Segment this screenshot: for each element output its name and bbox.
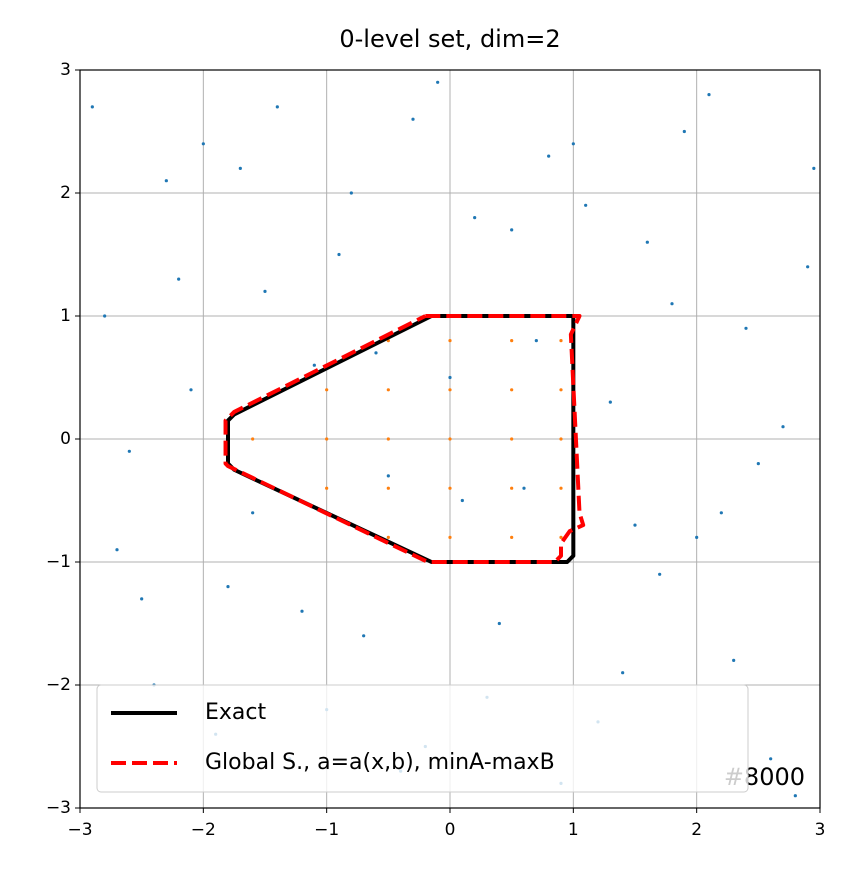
scatter-point: [349, 191, 353, 195]
scatter-point: [140, 597, 144, 601]
scatter-point: [547, 154, 551, 158]
scatter-point: [559, 437, 563, 441]
scatter-point: [325, 388, 329, 392]
scatter-point: [386, 535, 390, 540]
scatter-point: [510, 486, 514, 490]
scatter-point: [226, 585, 230, 589]
scatter-point: [411, 117, 415, 121]
scatter-point: [584, 203, 588, 207]
legend-box: [96, 684, 749, 793]
scatter-point: [127, 449, 131, 453]
scatter-point: [812, 166, 816, 170]
scatter-point: [436, 80, 440, 84]
y-tick-label: −3: [46, 798, 71, 818]
scatter-point: [633, 523, 637, 527]
legend-label: Global S., a=a(x,b), minA-maxB: [205, 750, 555, 775]
scatter-point: [386, 474, 390, 478]
scatter-point: [275, 105, 279, 109]
scatter-point: [103, 314, 107, 318]
scatter-point: [448, 339, 452, 343]
x-tick-label: −3: [67, 820, 92, 840]
scatter-point: [571, 142, 575, 146]
scatter-point: [559, 486, 563, 490]
y-tick-label: 2: [60, 183, 71, 203]
scatter-point: [806, 265, 810, 269]
scatter-point: [645, 240, 649, 244]
scatter-point: [263, 289, 267, 293]
scatter-point: [608, 400, 612, 404]
y-tick-label: 1: [60, 306, 71, 326]
scatter-point: [164, 179, 168, 183]
scatter-point: [189, 388, 193, 392]
scatter-point: [534, 339, 538, 343]
scatter-point: [473, 216, 477, 220]
x-tick-label: −2: [191, 820, 216, 840]
scatter-point: [251, 437, 255, 441]
scatter-point: [362, 634, 366, 638]
y-tick-label: −2: [46, 675, 71, 695]
scatter-point: [115, 548, 119, 552]
chart-title: 0-level set, dim=2: [339, 25, 560, 53]
scatter-point: [707, 93, 711, 97]
scatter-point: [658, 572, 662, 576]
scatter-point: [448, 437, 452, 441]
scatter-point: [510, 437, 514, 441]
scatter-point: [719, 511, 723, 515]
x-tick-label: −1: [314, 820, 339, 840]
scatter-point: [448, 375, 452, 380]
axes-frame: [79, 69, 821, 809]
scatter-point: [386, 437, 390, 441]
scatter-point: [386, 388, 390, 392]
scatter-point: [325, 486, 329, 490]
line: [226, 314, 576, 564]
line: [223, 314, 586, 564]
scatter-point: [510, 388, 514, 392]
scatter-point: [448, 388, 452, 392]
scatter-point: [756, 462, 760, 466]
x-tick-label: 1: [568, 820, 579, 840]
scatter-point: [90, 105, 94, 109]
scatter-point: [251, 511, 255, 515]
scatter-point: [510, 339, 514, 343]
y-tick-label: 3: [60, 60, 71, 80]
y-tick-label: −1: [46, 552, 71, 572]
x-tick-label: 3: [815, 820, 826, 840]
scatter-point: [682, 129, 686, 134]
y-tick-label: 0: [60, 429, 71, 449]
scatter-point: [201, 142, 205, 146]
scatter-point: [769, 757, 773, 761]
scatter-point: [559, 339, 563, 343]
scatter-point: [460, 498, 464, 503]
scatter-point: [238, 166, 242, 170]
legend-label: Exact: [205, 700, 266, 725]
scatter-point: [510, 228, 514, 232]
scatter-point: [448, 486, 452, 490]
scatter-point: [177, 277, 181, 281]
scatter-point: [497, 621, 501, 626]
scatter-point: [312, 363, 316, 367]
scatter-point: [744, 326, 748, 330]
scatter-point: [374, 351, 378, 355]
scatter-point: [781, 425, 785, 429]
scatter-point: [621, 671, 625, 675]
scatter-point: [559, 388, 563, 392]
scatter-point: [448, 535, 452, 540]
scatter-point: [559, 535, 563, 540]
scatter-point: [793, 794, 797, 798]
x-tick-label: 2: [691, 820, 702, 840]
scatter-point: [386, 486, 390, 490]
x-tick-label: 0: [445, 820, 456, 840]
scatter-point: [732, 658, 736, 663]
scatter-point: [695, 535, 699, 540]
scatter-point: [670, 302, 674, 306]
scatter-point: [300, 609, 304, 613]
scatter-point: [337, 252, 341, 257]
scatter-point: [522, 486, 526, 490]
scatter-point: [325, 437, 329, 441]
scatter-point: [510, 535, 514, 540]
